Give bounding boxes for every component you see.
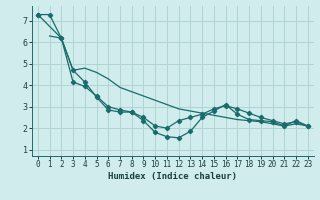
- X-axis label: Humidex (Indice chaleur): Humidex (Indice chaleur): [108, 172, 237, 181]
